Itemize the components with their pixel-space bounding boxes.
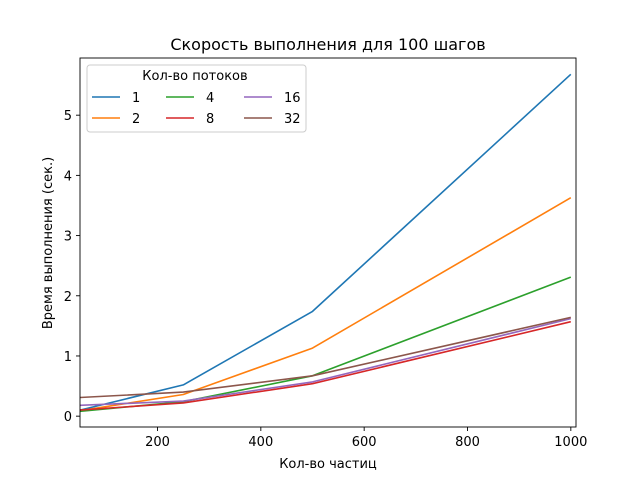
y-tick-label: 5 — [64, 109, 72, 124]
legend-label-1: 1 — [132, 91, 140, 106]
legend-label-2: 2 — [132, 112, 140, 127]
series-line-16 — [79, 317, 571, 407]
y-tick-label: 2 — [64, 290, 72, 305]
legend-label-8: 8 — [206, 112, 214, 127]
series-line-1 — [79, 73, 572, 411]
y-tick-label: 1 — [64, 350, 72, 365]
y-tick-label: 4 — [64, 169, 72, 184]
plot-area: 200 400 600 800 1000 0 1 2 3 4 5 — [64, 57, 587, 450]
y-axis-label: Время выполнения (сек.) — [41, 157, 56, 329]
x-tick-label: 200 — [145, 435, 170, 450]
y-tick-label: 3 — [64, 230, 72, 245]
chart-title: Скорость выполнения для 100 шагов — [170, 35, 485, 54]
plot-frame — [79, 57, 577, 428]
series-line-8 — [79, 320, 571, 411]
x-tick-label: 400 — [248, 435, 273, 450]
legend-label-32: 32 — [284, 112, 301, 127]
y-tick-label: 0 — [64, 410, 72, 425]
x-tick-label: 600 — [352, 435, 377, 450]
legend-label-16: 16 — [284, 91, 301, 106]
legend-label-4: 4 — [206, 91, 214, 106]
x-tick-label: 800 — [455, 435, 480, 450]
series-line-32 — [79, 316, 571, 399]
series-line-4 — [79, 276, 572, 413]
legend-box — [86, 64, 307, 133]
x-tick-label: 1000 — [554, 435, 587, 450]
x-axis-label: Кол-во частиц — [279, 457, 377, 472]
legend-title: Кол-во потоков — [142, 69, 247, 84]
